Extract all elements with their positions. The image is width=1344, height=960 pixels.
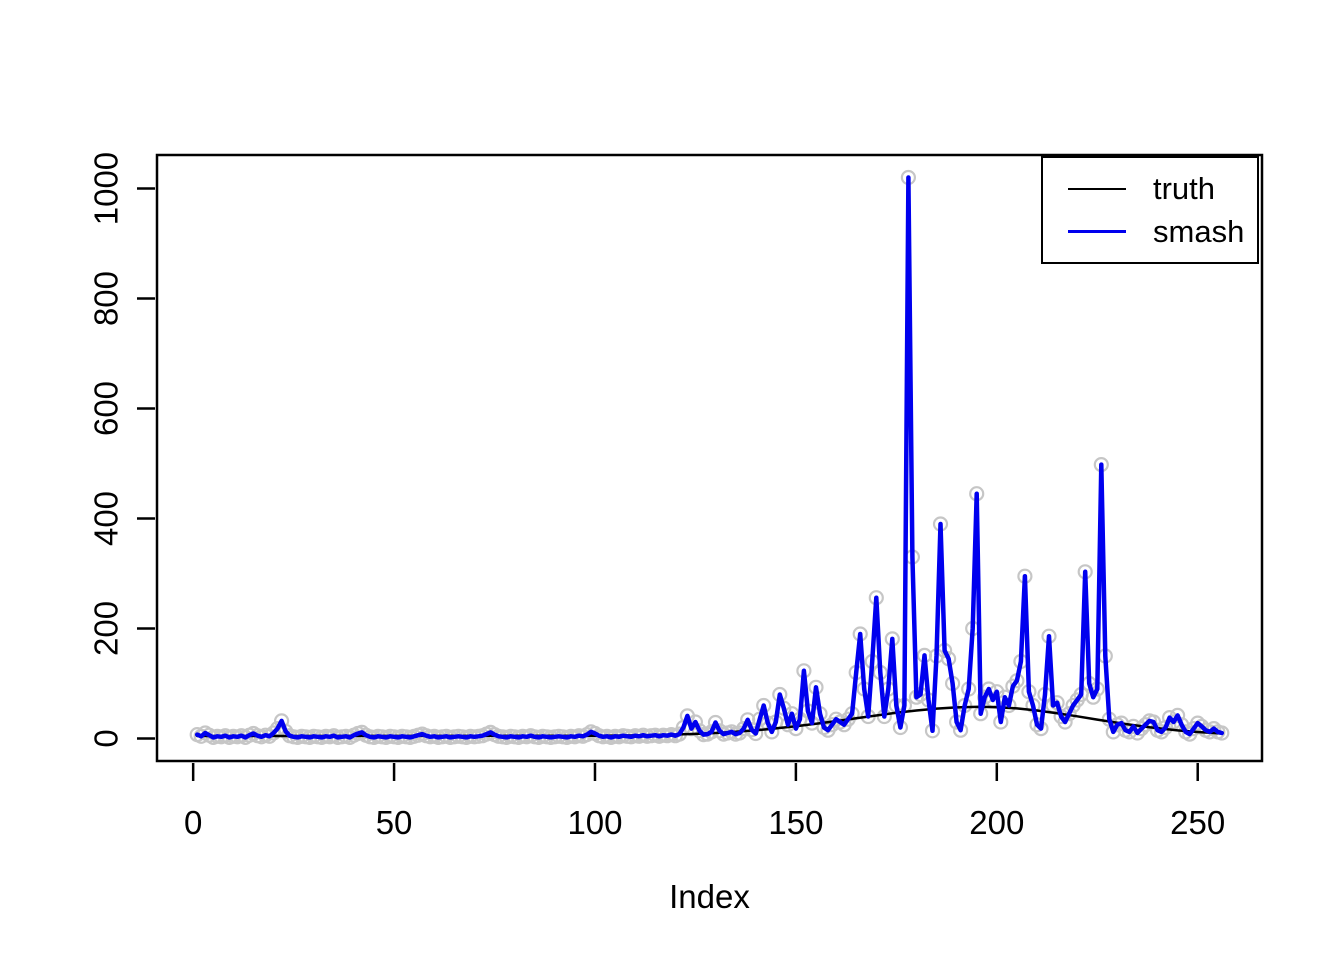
y-tick-label: 0	[88, 729, 125, 747]
data-point-circle	[707, 714, 724, 731]
x-tick-label: 0	[184, 804, 202, 841]
y-tick-label: 200	[88, 601, 125, 656]
y-tick-label: 800	[88, 271, 125, 326]
legend-label-truth: truth	[1153, 171, 1216, 206]
x-tick-label: 50	[376, 804, 413, 841]
legend-label-smash: smash	[1153, 214, 1245, 249]
y-tick-label: 400	[88, 491, 125, 546]
legend: truth smash	[1041, 156, 1259, 264]
legend-item-truth: truth	[1043, 172, 1257, 206]
y-tick-label: 1000	[88, 152, 125, 225]
truth-line-sample	[1068, 187, 1126, 190]
smash-line	[194, 175, 1225, 740]
smash-line-sample	[1068, 230, 1126, 233]
data-point-circle	[1169, 707, 1186, 724]
legend-item-smash: smash	[1043, 215, 1257, 249]
x-tick-label: 100	[567, 804, 622, 841]
x-tick-label: 250	[1170, 804, 1225, 841]
plot-border	[155, 153, 1264, 763]
y-tick-label: 600	[88, 381, 125, 436]
x-tick-label: 150	[768, 804, 823, 841]
data-point-circle	[1153, 724, 1170, 740]
data-point-circle	[764, 724, 780, 740]
x-axis-title: Index	[669, 878, 750, 915]
x-tick-label: 200	[969, 804, 1024, 841]
